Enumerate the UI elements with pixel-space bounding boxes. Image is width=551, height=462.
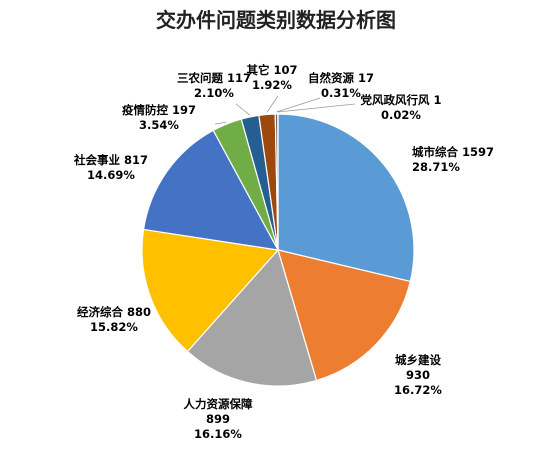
leader-line-9 <box>276 97 321 113</box>
leader-line-6 <box>214 121 227 125</box>
data-label-2: 城乡建设 930 16.72% <box>394 353 442 397</box>
data-label-4: 经济综合 880 15.82% <box>77 305 151 334</box>
pie-slice-3 <box>186 248 318 387</box>
leader-line-8 <box>266 95 279 113</box>
data-label-7: 三农问题 117 2.10% <box>177 71 251 100</box>
data-label-6: 疫情防控 197 3.54% <box>122 103 196 132</box>
pie-slice-4 <box>141 228 280 353</box>
data-label-9: 自然资源 17 0.31% <box>308 71 374 100</box>
data-label-5: 社会事业 817 14.69% <box>73 153 148 182</box>
chart-title: 交办件问题类别数据分析图 <box>156 8 396 32</box>
data-label-3: 人力资源保障 899 16.16% <box>184 397 253 441</box>
data-label-8: 其它 107 1.92% <box>246 63 297 92</box>
pie-slice-1 <box>277 113 415 283</box>
data-label-10: 党风政风行风 1 0.02% <box>360 93 441 122</box>
leader-line-7 <box>235 103 250 116</box>
data-label-1: 城市综合 1597 28.71% <box>412 145 494 174</box>
pie-slice-2 <box>277 249 412 382</box>
leader-line-10 <box>277 103 356 113</box>
pie-slice-5 <box>142 129 280 251</box>
